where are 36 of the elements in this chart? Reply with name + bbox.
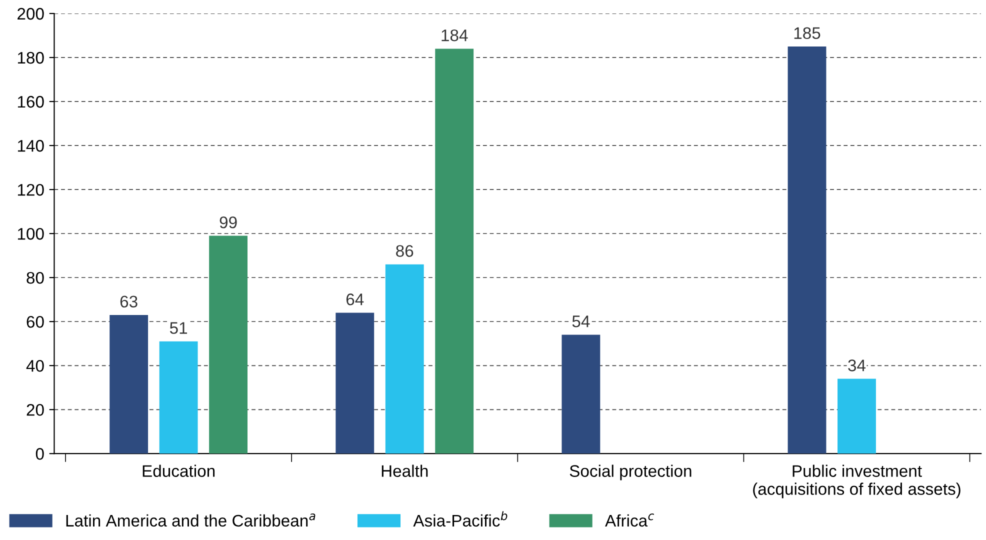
legend-label: Asia-Pacific$^{b}$ [413, 511, 508, 527]
data-label: 54 [572, 316, 590, 328]
bar [110, 314, 148, 454]
x-tick-label: Social protection [570, 464, 692, 480]
bar [562, 334, 600, 454]
bar [385, 264, 424, 454]
bar [209, 236, 248, 454]
x-tick-label: Health [382, 464, 428, 477]
data-label: 86 [396, 245, 414, 257]
data-label: 51 [170, 322, 188, 334]
x-tick-label: Education [142, 464, 215, 477]
y-tick-label: 120 [18, 184, 44, 196]
y-tick-label: 160 [18, 96, 44, 108]
y-tick-label: 180 [18, 52, 44, 64]
bar [435, 48, 474, 454]
data-label: 34 [848, 360, 866, 372]
legend-label: Latin America and the Caribbean$^{a}$ [66, 514, 316, 527]
bar [159, 341, 198, 454]
data-label: 185 [794, 27, 820, 40]
bar [788, 46, 826, 454]
y-tick-label: 20 [26, 404, 44, 416]
y-tick-label: 40 [26, 360, 44, 372]
data-label: 99 [220, 216, 237, 228]
bar [838, 378, 876, 454]
y-tick-label: 200 [18, 8, 44, 20]
y-tick-label: 100 [18, 228, 44, 240]
legend-label: Africa$^{c}$ [605, 514, 654, 527]
y-tick-label: 0 [36, 448, 44, 460]
data-label: 64 [346, 294, 364, 306]
y-tick-label: 80 [26, 272, 44, 284]
y-tick-label: 60 [26, 316, 44, 328]
y-tick-label: 140 [18, 140, 44, 152]
data-label: 63 [120, 296, 138, 308]
bar [336, 312, 374, 454]
x-tick-label: Public investment (acquisitions of fixed assets) [753, 464, 960, 498]
data-label: 184 [442, 29, 468, 42]
